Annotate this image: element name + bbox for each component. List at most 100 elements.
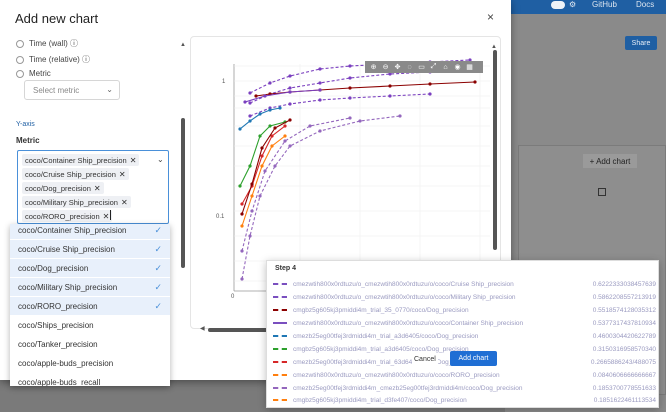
remove-tag-icon[interactable]: ✕ bbox=[118, 169, 126, 179]
series-name: cmezwtih800x0rdtuzu/o_cmezwtih800x0rdtuz… bbox=[293, 371, 500, 379]
data-point bbox=[388, 94, 392, 98]
remove-tag-icon[interactable]: ✕ bbox=[120, 197, 128, 207]
data-point bbox=[318, 98, 322, 102]
remove-tag-icon[interactable]: ✕ bbox=[102, 211, 110, 221]
autoscale-icon[interactable]: ⤢ bbox=[430, 63, 437, 70]
data-point bbox=[278, 106, 282, 110]
close-icon[interactable]: × bbox=[487, 10, 495, 24]
tooltip-row: cmezb25eg00tfej3rdmiddi4m_cmezb25eg00tfe… bbox=[273, 382, 656, 394]
data-point bbox=[288, 90, 292, 94]
radio-metric[interactable]: Metric bbox=[16, 69, 51, 78]
scroll-left-arrow-icon[interactable]: ◀ bbox=[200, 326, 205, 332]
github-link[interactable]: GitHub bbox=[592, 0, 617, 9]
plotly-logo-icon[interactable]: ▦ bbox=[466, 64, 473, 71]
data-point bbox=[270, 144, 274, 148]
dropdown-item[interactable]: coco/Dog_precision ✓ bbox=[10, 259, 170, 277]
cancel-button[interactable]: Cancel bbox=[412, 354, 438, 365]
dropdown-item[interactable]: coco/Tanker_precision bbox=[10, 335, 170, 353]
selected-tag: coco/Container Ship_precision ✕ bbox=[22, 154, 140, 166]
add-chart-button[interactable]: Add chart bbox=[450, 351, 497, 366]
data-point bbox=[260, 146, 264, 150]
series-value: 0.0840606666666667 bbox=[592, 371, 656, 379]
series-dash-icon bbox=[273, 399, 287, 401]
expand-icon[interactable] bbox=[598, 188, 606, 196]
item-label: coco/apple-buds_precision bbox=[18, 358, 114, 368]
add-chart-button-bg[interactable]: + Add chart bbox=[583, 154, 637, 168]
data-point bbox=[268, 124, 272, 128]
docs-link[interactable]: Docs bbox=[636, 0, 655, 9]
tooltip-row: cmezb25eg00tfej3rdmiddi4m_trial_a3d6405/… bbox=[273, 330, 656, 342]
chevron-down-icon: ⌄ bbox=[106, 85, 113, 94]
check-icon: ✓ bbox=[154, 281, 162, 292]
radio-label: Time (wall) ⓘ bbox=[29, 39, 79, 48]
data-point bbox=[388, 84, 392, 88]
dropdown-item[interactable]: coco/Military Ship_precision ✓ bbox=[10, 278, 170, 296]
settings-icon[interactable]: ⚙ bbox=[569, 0, 577, 9]
dropdown-item[interactable]: coco/Ships_precision bbox=[10, 316, 170, 334]
series-value: 0.6222333038457639 bbox=[592, 280, 656, 288]
data-point bbox=[270, 134, 274, 138]
dropdown-item[interactable]: coco/RORO_precision ✓ bbox=[10, 297, 170, 315]
series-line bbox=[244, 89, 321, 103]
series-name: cmezb25eg00tfej3rdmiddi4m_trial_63d6405/… bbox=[293, 358, 479, 366]
radio-time-wall[interactable]: Time (wall) ⓘ bbox=[16, 38, 78, 49]
chevron-down-icon[interactable]: ⌄ bbox=[157, 155, 164, 164]
remove-tag-icon[interactable]: ✕ bbox=[93, 183, 101, 193]
item-label: coco/Ships_precision bbox=[18, 320, 94, 330]
radio-time-relative[interactable]: Time (relative) ⓘ bbox=[16, 54, 90, 65]
series-line bbox=[249, 93, 431, 117]
zoom-in-icon[interactable]: ⊕ bbox=[370, 64, 377, 71]
check-icon: ✓ bbox=[154, 262, 162, 273]
zoom-out-icon[interactable]: ⊖ bbox=[382, 64, 389, 71]
theme-toggle[interactable] bbox=[551, 1, 565, 9]
series-value: 0.3150316958570340 bbox=[592, 345, 656, 353]
lasso-icon[interactable]: ◌ bbox=[407, 63, 412, 71]
tooltip-row: cmezwtih800x0rdtuzu/o_cmezwtih800x0rdtuz… bbox=[273, 317, 656, 329]
data-point bbox=[243, 100, 247, 104]
data-point bbox=[273, 126, 277, 130]
series-line bbox=[241, 125, 286, 205]
pan-icon[interactable]: ✥ bbox=[394, 64, 401, 71]
data-point bbox=[348, 64, 352, 68]
metric-dropdown: coco/Container Ship_precision ✓ coco/Crui… bbox=[10, 224, 170, 386]
data-point bbox=[318, 129, 322, 133]
data-point bbox=[308, 124, 312, 128]
radio-label: Metric bbox=[29, 69, 51, 78]
series-value: 0.4600304420622789 bbox=[592, 332, 656, 340]
data-point bbox=[238, 184, 242, 188]
dropdown-item[interactable]: coco/Cruise Ship_precision ✓ bbox=[10, 240, 170, 258]
series-line bbox=[255, 81, 476, 97]
camera-icon[interactable]: ◉ bbox=[454, 64, 461, 71]
tag-label: coco/Container Ship_precision bbox=[25, 155, 127, 165]
data-point bbox=[348, 86, 352, 90]
share-button[interactable]: Share bbox=[625, 36, 657, 50]
remove-tag-icon[interactable]: ✕ bbox=[129, 155, 137, 165]
data-point bbox=[318, 67, 322, 71]
data-point bbox=[263, 169, 267, 173]
chart-vertical-scrollbar[interactable] bbox=[493, 50, 497, 250]
tag-label: coco/Military Ship_precision bbox=[25, 197, 118, 207]
left-scrollbar[interactable] bbox=[181, 118, 185, 268]
series-name: cmezb25eg00tfej3rdmiddi4m_trial_a3d6405/… bbox=[293, 332, 479, 340]
data-point bbox=[288, 102, 292, 106]
dropdown-item[interactable]: coco/apple-buds_recall bbox=[10, 373, 170, 387]
dropdown-item[interactable]: coco/apple-buds_precision bbox=[10, 354, 170, 372]
scroll-up-arrow-icon[interactable]: ▲ bbox=[180, 42, 186, 48]
metric-multiselect[interactable]: coco/Container Ship_precision ✕ coco/Cru… bbox=[17, 150, 169, 224]
tooltip-row: cmgbz5g605kj3pmiddi4m_trial_d3fe407/coco… bbox=[273, 394, 656, 406]
item-label: coco/Military Ship_precision bbox=[18, 282, 118, 292]
series-name: cmgbz5g605kj3pmiddi4m_trial_d3fe407/coco… bbox=[293, 396, 467, 404]
data-point bbox=[240, 202, 244, 206]
data-point bbox=[250, 209, 254, 213]
x-metric-select[interactable]: Select metric ⌄ bbox=[24, 80, 120, 100]
tag-label: coco/RORO_precision bbox=[25, 211, 100, 221]
dropdown-item[interactable]: coco/Container Ship_precision ✓ bbox=[10, 224, 170, 239]
series-dash-icon bbox=[273, 296, 287, 298]
box-select-icon[interactable]: ▭ bbox=[418, 64, 425, 71]
data-point bbox=[260, 164, 264, 168]
scroll-up-arrow-icon[interactable]: ▲ bbox=[491, 44, 497, 50]
data-point bbox=[318, 81, 322, 85]
series-value: 0.5518574128035312 bbox=[592, 306, 656, 314]
reset-icon[interactable]: ⌂ bbox=[443, 63, 448, 71]
data-point bbox=[288, 118, 292, 122]
